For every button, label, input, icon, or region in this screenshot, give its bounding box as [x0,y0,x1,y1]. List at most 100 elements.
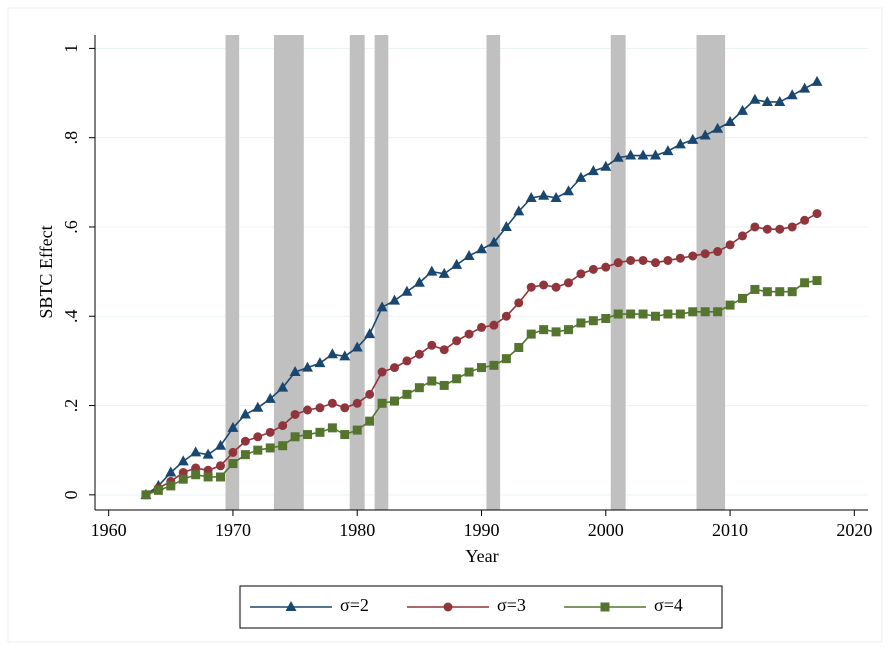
marker [340,403,350,413]
marker [638,255,648,265]
marker [762,287,772,297]
marker [488,236,500,247]
marker [563,325,573,335]
marker [525,191,537,202]
legend-label: σ=3 [497,595,526,615]
marker [290,409,300,419]
marker [376,301,388,312]
recession-band [486,35,501,510]
marker [352,425,362,435]
marker [514,298,524,308]
marker [501,354,511,364]
recession-band [273,35,304,510]
marker [452,336,462,346]
marker [302,361,314,372]
marker [724,116,736,127]
marker [576,318,586,328]
marker [252,401,264,412]
marker [737,231,747,241]
marker [562,185,574,196]
marker [315,427,325,437]
marker [141,490,151,500]
y-tick-label: 0 [61,490,81,499]
x-tick-label: 2010 [712,520,748,540]
marker [285,601,297,611]
marker [526,329,536,339]
marker [601,313,611,323]
x-tick-label: 1990 [464,520,500,540]
marker [464,367,474,377]
marker [600,160,612,171]
marker [575,171,587,182]
marker [240,450,250,460]
marker [177,455,189,466]
x-tick-label: 1960 [91,520,127,540]
y-tick-label: 1 [61,44,81,53]
marker [265,443,275,453]
recession-band [225,35,240,510]
marker [489,320,499,330]
marker [787,287,797,297]
marker [725,300,735,310]
marker [339,350,351,361]
marker [800,278,810,288]
marker [812,209,822,219]
marker [190,446,202,457]
marker [551,282,561,292]
marker [253,445,263,455]
marker [687,133,699,144]
marker [153,485,163,495]
marker [463,249,475,260]
marker [800,215,810,225]
marker [438,267,450,278]
marker [663,309,673,319]
marker [402,389,412,399]
marker [514,343,524,352]
marker [539,280,549,290]
recession-band [349,35,365,510]
x-tick-label: 2000 [588,520,624,540]
marker [364,328,376,339]
marker [389,294,401,305]
legend-label: σ=4 [654,595,683,615]
marker [587,165,599,176]
marker [786,89,798,100]
marker [390,396,400,406]
marker [649,149,661,160]
marker [662,145,674,156]
marker [352,398,362,408]
marker [165,466,177,477]
marker [314,357,326,368]
marker [414,383,424,393]
marker [443,602,453,612]
marker [426,265,438,276]
marker [289,366,301,377]
marker [787,222,797,232]
marker [539,325,549,335]
recession-band [696,35,726,510]
marker [712,122,724,133]
marker [563,278,573,288]
marker [365,389,375,399]
marker [489,360,499,370]
marker [215,439,227,450]
marker [439,380,449,390]
marker [674,138,686,149]
marker [650,311,660,321]
marker [637,149,649,160]
marker [178,474,188,484]
marker [613,309,623,319]
marker [476,243,487,254]
marker [327,423,337,433]
recession-band [610,35,626,510]
marker [278,441,288,451]
marker [264,392,276,403]
marker [501,311,511,321]
marker [675,253,685,263]
marker [452,374,462,384]
marker [240,436,250,446]
marker [315,403,325,413]
marker [265,427,275,437]
legend-label: σ=2 [340,595,369,615]
marker [191,470,201,480]
